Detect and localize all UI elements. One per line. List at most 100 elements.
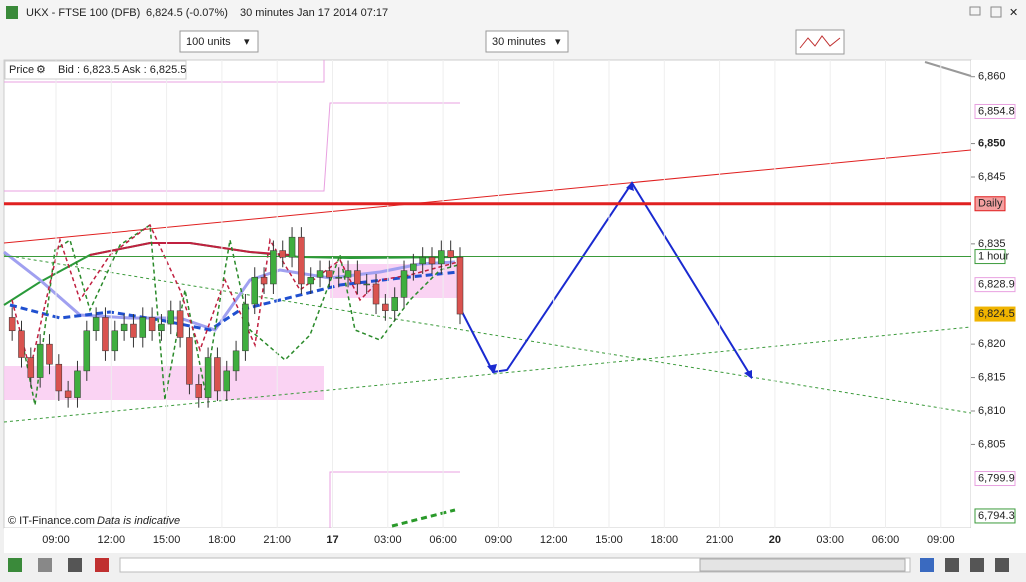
data-note: Data is indicative [97,515,180,527]
tool-button[interactable] [920,558,934,572]
y-tick-label: 6,845 [978,171,1006,183]
candle-body [270,250,277,285]
x-tick-label: 15:00 [153,534,181,546]
x-tick-label: 17 [326,534,338,546]
candle-body [419,256,426,265]
price-tag-label: 6,854.8 [978,105,1015,117]
candle-body [130,323,137,338]
candle-body [46,343,53,365]
x-tick-label: 06:00 [872,534,900,546]
x-tick-label: 03:00 [374,534,402,546]
candle-body [158,323,165,332]
candle-body [326,270,333,278]
indicators-button[interactable] [795,29,845,55]
candle-body [92,317,100,332]
minimize-button[interactable] [969,6,981,16]
candle-body [139,317,147,338]
price-tag-label: 6,828.9 [978,279,1015,291]
candle-body [410,263,417,271]
tool-button[interactable] [68,558,82,572]
level-label: 1 hour [978,250,1010,262]
scroll-thumb[interactable] [699,558,906,572]
candle-body [74,370,81,398]
close-button[interactable]: ✕ [1009,7,1018,19]
window-title: UKX - FTSE 100 (DFB) [26,7,140,19]
price-tag-label: 6,794.3 [978,510,1015,522]
candle-body [195,384,203,398]
time-axis [4,528,1026,553]
candle-body [242,303,249,352]
candle-body [102,317,109,352]
y-tick-label: 6,850 [978,137,1006,149]
dropdown-arrow: ▾ [244,36,250,48]
x-tick-label: 21:00 [263,534,291,546]
pivot-line [4,102,460,192]
level-tag [974,196,1006,212]
price-label: Price [9,64,34,76]
y-tick-label: 6,820 [978,338,1006,350]
candle-body [214,357,221,392]
trend-line [3,254,972,414]
forecast-path [459,181,753,379]
level-label: Daily [978,198,1003,210]
size-dropdown[interactable] [179,30,259,53]
candle-body [288,236,296,258]
drawings [3,60,972,528]
x-tick-label: 12:00 [98,534,126,546]
candle-body [36,343,44,378]
trend-line [3,149,972,244]
indicator-line [391,508,456,528]
app-icon [6,6,18,19]
info-box [4,60,187,80]
zoom-reset[interactable] [995,558,1009,572]
zoom-out[interactable] [970,558,984,572]
y-tick-label: 6,860 [978,71,1006,83]
x-tick-label: 06:00 [429,534,457,546]
x-tick-label: 20 [769,534,781,546]
y-tick-label: 6,805 [978,438,1006,450]
candle-body [167,310,175,325]
price-axis [971,60,1026,528]
candle-body [279,250,286,258]
settings-icon[interactable]: ⚙ [36,64,46,76]
candle-body [344,270,352,278]
candle-body [64,390,72,398]
size-value: 100 units [186,36,231,48]
period-dropdown[interactable] [485,30,569,53]
moving-average [9,270,459,332]
candle-body [456,256,464,315]
tool-button[interactable] [38,558,52,572]
period-value: 30 minutes [492,36,546,48]
copyright: © IT-Finance.com [8,515,95,527]
candle-body [363,283,370,286]
candle-body [176,310,184,338]
candle-body [204,357,212,398]
candle-body [354,270,361,285]
zoom-in[interactable] [945,558,959,572]
moving-average [3,250,456,332]
x-tick-label: 09:00 [42,534,70,546]
price-tag [974,508,1016,524]
candle-body [382,303,389,311]
x-tick-label: 09:00 [485,534,513,546]
moving-average [89,242,291,256]
candle-body [307,277,314,285]
tool-button[interactable] [95,558,109,572]
price-tag [974,306,1016,322]
x-tick-label: 09:00 [927,534,955,546]
x-tick-label: 03:00 [816,534,844,546]
price-tag [974,277,1016,293]
x-tick-label: 15:00 [595,534,623,546]
candle-body [316,270,324,278]
candle-body [447,250,454,258]
plot-area [3,59,972,529]
indicator-line [11,223,459,371]
interval: 30 minutes [240,7,294,19]
pivot-line [4,60,325,83]
tool-button[interactable] [8,558,22,572]
candle-body [111,330,119,352]
candle-body [18,330,25,358]
title-bar [0,0,1026,26]
maximize-button[interactable] [990,6,1002,18]
